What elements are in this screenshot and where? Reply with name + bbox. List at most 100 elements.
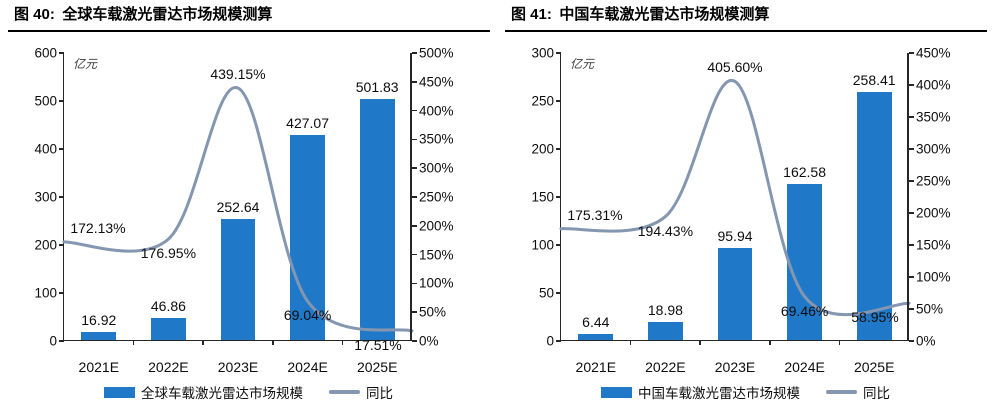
- y-axis-tick: [556, 244, 561, 246]
- y-axis-tick: [556, 196, 561, 198]
- line-value-label: 194.43%: [637, 222, 694, 239]
- x-axis-tick-label: 2021E: [575, 359, 617, 375]
- y-axis-tick-label: 600: [34, 45, 57, 61]
- x-axis-tick-label: 2022E: [148, 359, 189, 375]
- secondary-y-axis-tick: [909, 244, 914, 246]
- legend-bar-swatch-icon: [601, 386, 632, 398]
- bar-value-label: 18.98: [647, 301, 683, 318]
- trend-line[interactable]: [559, 79, 911, 316]
- secondary-y-axis-tick-label: 0%: [916, 333, 936, 349]
- legend-bar-label: 中国车载激光雷达市场规模: [638, 386, 800, 401]
- bar[interactable]: [578, 333, 614, 340]
- secondary-y-axis-tick: [909, 52, 914, 54]
- bar[interactable]: [81, 331, 117, 340]
- bar-value-label: 162.58: [783, 163, 827, 180]
- legend-line-swatch-icon: [329, 390, 360, 394]
- y-axis-tick-label: 250: [531, 93, 554, 109]
- y-axis-tick: [59, 196, 64, 198]
- line-value-label: 58.95%: [851, 309, 899, 326]
- bar-value-label: 258.41: [852, 71, 896, 88]
- line-value-label: 176.95%: [140, 245, 197, 262]
- bar[interactable]: [290, 135, 325, 340]
- secondary-y-axis-tick-label: 250%: [419, 189, 454, 205]
- secondary-y-axis-tick: [909, 148, 914, 150]
- secondary-y-axis-tick: [412, 52, 417, 54]
- secondary-y-axis-tick: [909, 116, 914, 118]
- line-value-label: 439.15%: [210, 66, 266, 83]
- secondary-y-axis-tick-label: 0%: [419, 333, 439, 349]
- x-axis-tick-label: 2022E: [645, 359, 686, 375]
- y-axis-tick: [59, 100, 64, 102]
- secondary-y-axis-tick: [909, 340, 914, 342]
- secondary-y-axis-tick-label: 50%: [916, 301, 944, 317]
- secondary-y-axis-tick-label: 100%: [916, 269, 951, 285]
- secondary-y-axis-tick: [412, 253, 417, 256]
- bar[interactable]: [787, 183, 822, 340]
- legend-item-bar[interactable]: 全球车载激光雷达市场规模: [104, 382, 303, 402]
- legend-item-line[interactable]: 同比: [826, 382, 890, 402]
- figure-title-separator: :: [546, 6, 552, 23]
- secondary-y-axis-tick-label: 450%: [916, 45, 951, 61]
- y-axis-tick-label: 300: [531, 45, 554, 61]
- y-axis-tick: [59, 52, 64, 54]
- y-axis-tick: [556, 340, 561, 342]
- x-axis-tick: [132, 340, 135, 345]
- figure-title-text: 全球车载激光雷达市场规模测算: [62, 7, 273, 23]
- y-axis-tick-label: 50: [538, 285, 554, 301]
- title-divider: [505, 30, 987, 32]
- y-axis-tick-label: 0: [49, 333, 57, 349]
- unit-label: 亿元: [570, 57, 595, 71]
- secondary-y-axis-tick: [412, 311, 417, 313]
- secondary-axis-line: [410, 53, 412, 341]
- bar-value-label: 16.92: [81, 311, 117, 328]
- bar[interactable]: [220, 218, 256, 340]
- secondary-y-axis-tick: [909, 276, 914, 278]
- secondary-y-axis-tick: [412, 282, 417, 285]
- y-axis-tick: [59, 340, 64, 342]
- bar-value-label: 6.44: [582, 313, 610, 330]
- secondary-y-axis-tick-label: 250%: [916, 173, 951, 189]
- secondary-y-axis-tick: [909, 308, 914, 310]
- secondary-y-axis-tick-label: 350%: [916, 109, 951, 125]
- plot-area: 0 100 200 300 400 500 600 0% 50% 100% 150% 200% 250%…: [34, 46, 453, 375]
- secondary-y-axis-tick-label: 300%: [419, 160, 454, 176]
- bar-value-label: 252.64: [216, 198, 260, 215]
- trend-line[interactable]: [62, 86, 414, 333]
- y-axis-tick: [556, 100, 561, 102]
- legend-bar-label: 全球车载激光雷达市场规模: [141, 386, 303, 401]
- chart-legend: 中国车载激光雷达市场规模 同比: [497, 382, 994, 402]
- legend-bar-swatch-icon: [104, 386, 135, 398]
- y-axis-tick-label: 100: [34, 285, 57, 301]
- secondary-y-axis-tick: [412, 81, 417, 83]
- bar[interactable]: [648, 321, 683, 340]
- x-axis-tick: [838, 340, 841, 345]
- bar[interactable]: [359, 99, 395, 340]
- plot-area: 0 50 100 150 200 250 300 0% 50% 100% 150% 200% 250% 3…: [531, 46, 950, 375]
- chart-41: 亿元 0 50 100 150 200 250 300 0% 50% 100% 150% 200% 25…: [497, 40, 994, 375]
- legend-item-line[interactable]: 同比: [329, 382, 393, 402]
- y-axis-tick-label: 200: [34, 237, 57, 253]
- x-axis-tick: [699, 340, 701, 345]
- y-axis-tick-label: 0: [546, 333, 554, 349]
- secondary-y-axis-tick-label: 150%: [419, 246, 454, 262]
- secondary-axis-line: [907, 53, 909, 341]
- secondary-y-axis-tick-label: 150%: [916, 237, 951, 253]
- unit-label: 亿元: [73, 57, 98, 71]
- x-axis-tick-label: 2024E: [784, 359, 825, 375]
- figure-panel-41: 图 41: 中国车载激光雷达市场规模测算 亿元 0 50 100 150 200 250 3…: [497, 0, 994, 416]
- line-value-label: 172.13%: [70, 219, 126, 236]
- bar[interactable]: [151, 317, 186, 340]
- line-value-label: 175.31%: [567, 206, 623, 223]
- legend-line-label: 同比: [863, 386, 890, 401]
- secondary-y-axis-tick: [412, 109, 417, 112]
- y-axis-tick: [556, 292, 561, 294]
- legend-item-bar[interactable]: 中国车载激光雷达市场规模: [601, 382, 800, 402]
- legend-line-label: 同比: [366, 386, 393, 401]
- bar[interactable]: [856, 91, 892, 340]
- secondary-y-axis-tick: [412, 138, 417, 141]
- bar-value-label: 427.07: [286, 115, 330, 131]
- secondary-y-axis-tick-label: 200%: [419, 218, 454, 234]
- x-axis-tick-label: 2025E: [356, 359, 398, 375]
- bar[interactable]: [717, 247, 753, 340]
